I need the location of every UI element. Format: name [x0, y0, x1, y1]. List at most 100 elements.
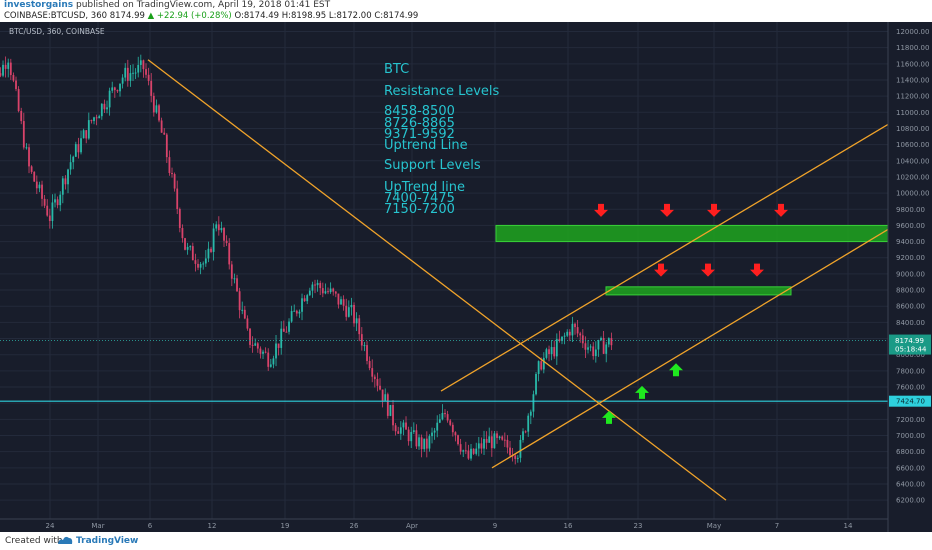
candle-body [158, 105, 160, 121]
candle-body [38, 184, 41, 189]
candle-body [402, 422, 405, 428]
signal-arrows [594, 203, 788, 424]
close-label: C: [374, 11, 384, 21]
y-tick-label: 10600.00 [896, 141, 929, 149]
y-tick-label: 8600.00 [896, 303, 925, 311]
low-label: L: [328, 11, 337, 21]
candle-body [470, 448, 472, 459]
candle-body [332, 288, 335, 292]
candle-body [301, 298, 303, 312]
channel-upper [440, 123, 889, 392]
annotation-line: 7150-7200 [384, 202, 455, 217]
y-tick-label: 9600.00 [896, 222, 925, 230]
candle-body [69, 162, 72, 170]
last-price-badge [889, 334, 931, 355]
candle-body [150, 80, 153, 96]
candle-body [444, 412, 446, 415]
down-arrow-icon [774, 203, 788, 217]
candle-body [61, 178, 64, 195]
candle-body [163, 132, 166, 135]
brand-link[interactable]: TradingView [76, 536, 139, 546]
candle-body [72, 156, 75, 163]
time-axis[interactable]: 24 Mar 6 12 19 26 Apr 9 16 23 May 7 14 [0, 518, 888, 530]
candle-body [82, 130, 85, 139]
candle-body [597, 340, 600, 350]
candle-body [589, 346, 592, 348]
candle-body [592, 346, 595, 357]
candle-body [134, 72, 137, 74]
candle-body [207, 248, 210, 259]
candle-body [394, 425, 397, 432]
candle-body [269, 364, 272, 367]
candle-body [132, 72, 134, 74]
candle-body [514, 455, 517, 459]
candle-body [488, 436, 491, 443]
y-tick-label: 10200.00 [896, 173, 929, 181]
candle-body [563, 335, 566, 337]
candle-body [516, 457, 519, 459]
candle-body [233, 278, 236, 280]
y-tick-label: 11200.00 [896, 93, 929, 101]
candle-body [392, 405, 394, 426]
candle-body [51, 202, 54, 222]
x-tick-label: Mar [91, 522, 104, 530]
candle-body [579, 333, 582, 336]
created-with-label: Created with [5, 536, 63, 546]
down-arrow-icon [701, 263, 715, 277]
annotation-line: Uptrend Line [384, 138, 468, 153]
y-tick-label: 9000.00 [896, 270, 925, 278]
candle-body [280, 328, 283, 348]
chart-title: BTC/USD, 360, COINBASE [9, 27, 105, 36]
candle-body [446, 414, 449, 421]
candle-body [212, 228, 215, 252]
candle-body [537, 361, 540, 374]
annotation-line: UpTrend line [384, 180, 465, 195]
price-axis[interactable]: 12000.00 11800.00 11600.00 11400.00 11200.00… [889, 28, 931, 505]
candle-body [454, 432, 457, 436]
grid-lines [0, 22, 888, 519]
candle-body [142, 60, 145, 70]
x-tick-label: 16 [564, 522, 573, 530]
change-value: ▲ +22.94 (+0.28%) [147, 11, 232, 21]
candle-body [4, 64, 7, 69]
price-value: 8174.99 [109, 11, 145, 21]
candle-body [311, 284, 314, 291]
candle-body [22, 121, 25, 148]
up-arrow-icon [669, 363, 683, 377]
candle-body [329, 288, 332, 293]
candle-body [548, 349, 550, 355]
annotation-line: 8458-8500 [384, 104, 455, 119]
candle-body [103, 103, 106, 110]
candle-body [267, 352, 270, 367]
candle-body [15, 80, 17, 90]
candle-body [2, 64, 4, 76]
candle-body [160, 120, 163, 133]
author-link[interactable]: investorgains [4, 0, 74, 10]
candle-body [241, 309, 244, 311]
channel-lower [491, 228, 889, 469]
resistance-zone-1 [495, 224, 889, 243]
candle-body [316, 282, 319, 286]
candle-body [119, 83, 121, 92]
high-label: H: [281, 11, 291, 21]
candle-body [600, 338, 602, 341]
candle-body [25, 147, 28, 149]
candle-body [165, 134, 168, 158]
candle-body [607, 338, 610, 345]
candle-body [189, 246, 192, 248]
candle-body [368, 361, 371, 369]
candle-body [451, 424, 454, 433]
candle-body [30, 166, 33, 172]
candle-body [220, 228, 223, 231]
annotation-line: 7400-7475 [384, 191, 455, 206]
candle-body [581, 335, 584, 344]
candle-body [428, 436, 431, 449]
last-price-label: 8174.99 [895, 337, 924, 345]
candle-body [433, 430, 436, 433]
price-chart[interactable]: 12000.00 11800.00 11600.00 11400.00 11200.00… [0, 22, 932, 532]
candle-body [124, 67, 127, 78]
candle-body [197, 263, 199, 268]
candle-body [550, 347, 553, 355]
candle-body [467, 450, 470, 459]
candle-body [553, 347, 556, 357]
